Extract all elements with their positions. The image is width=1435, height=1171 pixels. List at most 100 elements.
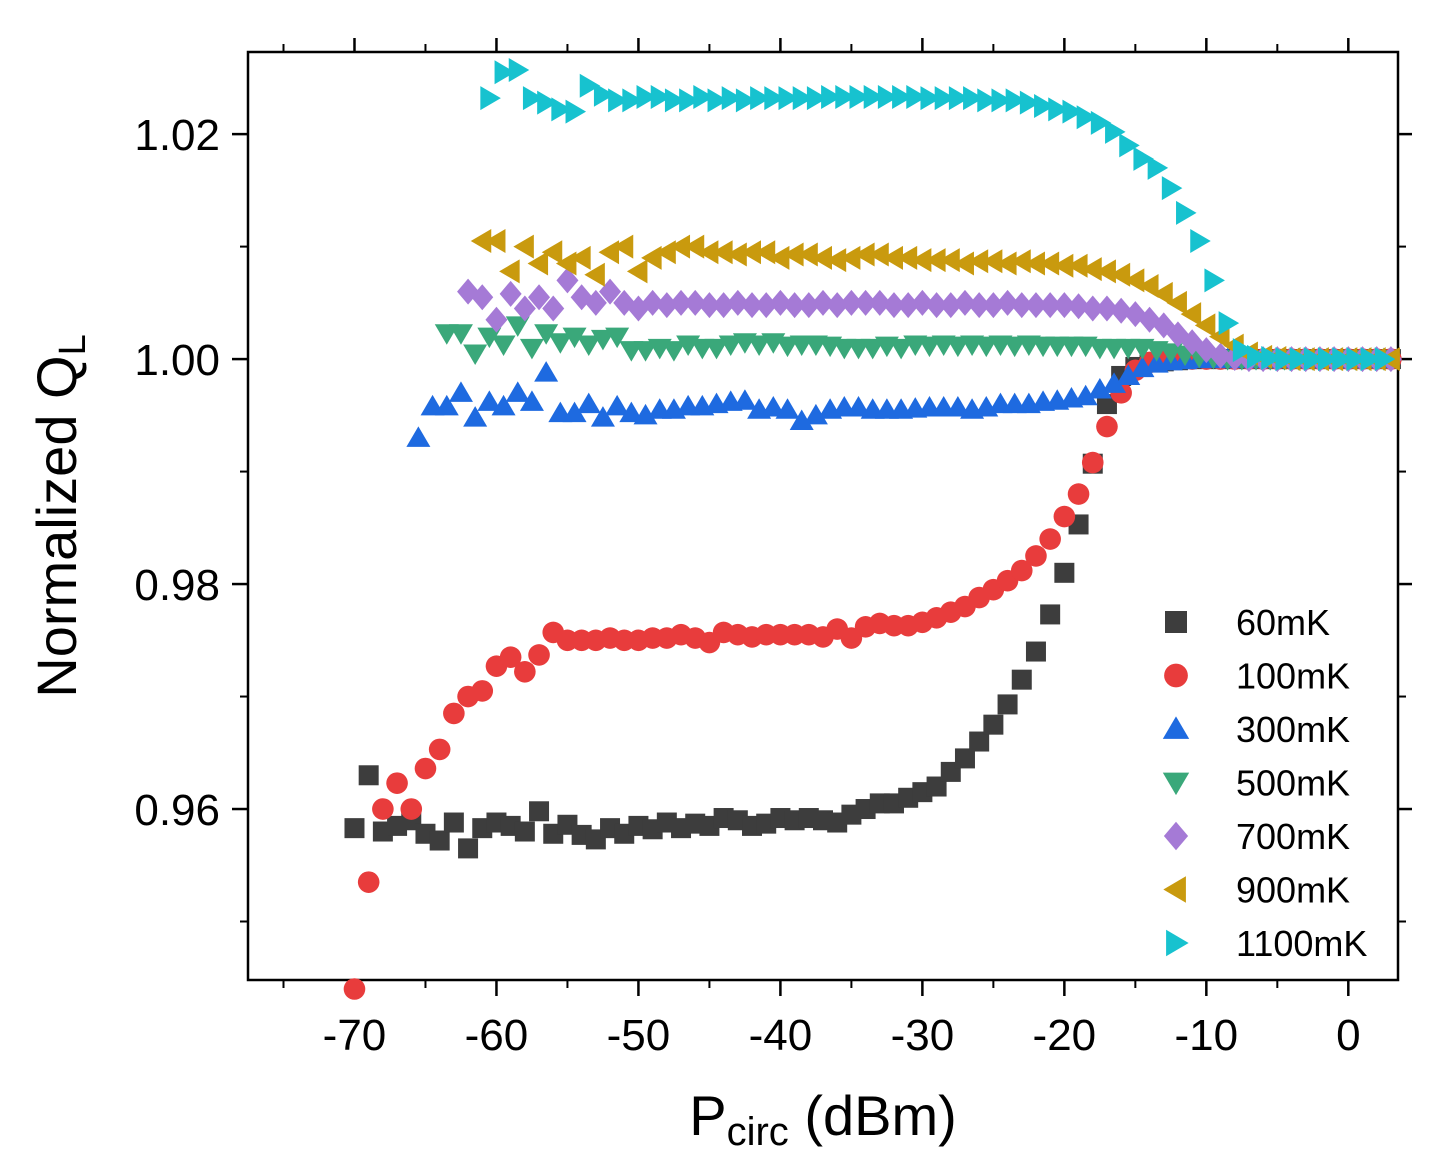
data-point-100mK [1081, 451, 1104, 474]
data-point-700mK [542, 295, 565, 322]
legend-item-1100mK: 1100mK [1166, 923, 1367, 964]
y-tick-label: 0.98 [134, 561, 220, 610]
data-point-60mK [1011, 669, 1032, 690]
data-point-1100mK [1247, 344, 1268, 369]
legend-item-60mK: 60mK [1165, 602, 1330, 643]
legend-item-900mK: 900mK [1163, 870, 1350, 911]
data-point-500mK [633, 341, 658, 362]
data-point-1100mK [1161, 176, 1183, 201]
data-point-1100mK [863, 84, 885, 109]
data-point-700mK [513, 295, 536, 322]
y-axis-title-sub: L [52, 334, 94, 355]
data-point-1100mK [579, 73, 601, 98]
data-point-300mK [448, 381, 473, 402]
data-point-1100mK [1374, 347, 1396, 372]
legend-label: 700mK [1236, 816, 1350, 857]
plot-frame [246, 50, 1400, 982]
data-point-1100mK [522, 86, 544, 111]
data-point-900mK [612, 234, 634, 259]
x-tick-label: -60 [465, 1011, 529, 1060]
data-point-700mK [1110, 297, 1133, 324]
data-point-900mK [783, 242, 804, 267]
data-point-700mK [584, 289, 607, 316]
data-point-700mK [485, 306, 508, 333]
data-point-300mK [846, 395, 871, 417]
data-point-500mK [491, 335, 516, 356]
data-point-900mK [910, 248, 932, 273]
data-point-1100mK [963, 86, 984, 111]
data-point-900mK [1095, 259, 1116, 284]
data-point-900mK [598, 240, 620, 265]
data-point-1100mK [636, 84, 658, 109]
data-point-700mK [726, 289, 749, 316]
data-point-1100mK [1119, 133, 1140, 158]
data-point-1100mK [977, 88, 998, 113]
data-point-100mK [386, 772, 408, 794]
data-point-1100mK [537, 90, 558, 115]
data-point-700mK [556, 267, 579, 294]
data-point-500mK [860, 338, 885, 360]
data-point-900mK [1152, 281, 1173, 306]
data-point-1100mK [948, 86, 970, 111]
legend-marker-900mK [1163, 876, 1186, 903]
data-point-1100mK [792, 86, 814, 111]
data-point-1100mK [1034, 93, 1055, 118]
data-point-100mK [343, 978, 366, 1000]
y-tick-label: 0.96 [134, 786, 220, 835]
data-point-300mK [576, 392, 601, 414]
x-tick-label: -50 [607, 1011, 671, 1060]
data-point-900mK [825, 248, 847, 273]
data-point-700mK [897, 292, 920, 319]
data-point-100mK [443, 702, 465, 725]
data-point-60mK [983, 714, 1004, 735]
data-point-1100mK [1204, 268, 1225, 293]
legend-item-500mK: 500mK [1162, 763, 1350, 804]
data-point-1100mK [1332, 347, 1353, 372]
data-point-1100mK [849, 84, 870, 109]
data-point-700mK [797, 292, 820, 319]
data-point-700mK [982, 292, 1005, 319]
data-point-900mK [953, 251, 974, 276]
data-point-700mK [499, 280, 522, 307]
data-point-1100mK [679, 88, 700, 113]
data-point-1100mK [806, 86, 828, 111]
data-point-500mK [718, 335, 743, 356]
data-point-700mK [826, 292, 849, 319]
data-point-900mK [839, 245, 861, 270]
data-point-700mK [755, 292, 778, 319]
data-point-1100mK [608, 88, 629, 113]
data-point-1100mK [1048, 97, 1069, 122]
data-point-1100mK [693, 84, 714, 109]
data-point-1100mK [991, 88, 1012, 113]
data-point-1100mK [821, 84, 842, 109]
data-point-900mK [484, 228, 506, 253]
data-point-700mK [1053, 292, 1076, 319]
data-point-900mK [868, 242, 889, 267]
data-point-700mK [1081, 295, 1104, 322]
data-point-900mK [570, 245, 591, 270]
data-point-300mK [463, 406, 488, 427]
data-point-1100mK [1218, 311, 1240, 336]
data-point-1100mK [920, 86, 941, 111]
data-point-700mK [1067, 293, 1090, 320]
data-point-300mK [519, 390, 544, 411]
data-point-60mK [1054, 562, 1075, 583]
data-point-60mK [458, 838, 479, 859]
data-point-900mK [1038, 251, 1060, 276]
data-point-100mK [357, 871, 380, 893]
data-point-60mK [358, 765, 379, 786]
series-layer [343, 57, 1402, 1000]
data-point-700mK [1209, 342, 1232, 369]
data-point-100mK [1053, 505, 1076, 528]
data-point-900mK [584, 262, 605, 287]
data-point-700mK [953, 289, 976, 316]
x-tick-label: -20 [1033, 1011, 1097, 1060]
data-point-1100mK [735, 88, 757, 113]
data-point-300mK [534, 361, 559, 382]
data-point-1100mK [1275, 347, 1296, 372]
data-point-300mK [505, 381, 530, 402]
data-point-60mK [954, 748, 975, 769]
legend-marker-1100mK [1166, 929, 1189, 957]
legend-item-100mK: 100mK [1164, 656, 1350, 697]
data-point-60mK [514, 821, 535, 842]
